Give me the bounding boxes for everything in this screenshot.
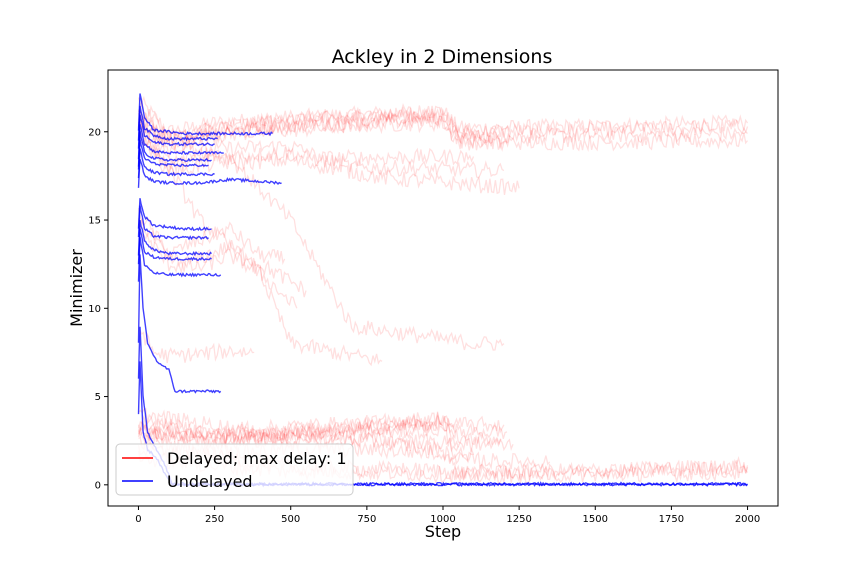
delayed-run-line-9 — [137, 207, 286, 266]
undelayed-run-line-0 — [137, 93, 273, 137]
legend-label-delayed: Delayed; max delay: 1 — [167, 449, 347, 468]
chart-title: Ackley in 2 Dimensions — [332, 46, 553, 68]
undelayed-run-line-10 — [137, 219, 212, 257]
undelayed-run-line-1 — [137, 105, 218, 142]
x-tick-label: 1750 — [659, 514, 684, 525]
y-tick-label: 10 — [88, 304, 101, 315]
delayed-run-line-6 — [138, 120, 475, 167]
undelayed-run-line-11 — [137, 228, 212, 265]
y-axis-label: Minimizer — [67, 249, 86, 327]
legend: Delayed; max delay: 1 Undelayed — [115, 443, 354, 496]
y-tick-label: 5 — [95, 392, 101, 403]
delayed-run-line-24 — [137, 411, 508, 446]
delayed-run-line-22 — [137, 418, 514, 452]
undelayed-run-line-12 — [137, 236, 222, 282]
delayed-run-line-7 — [137, 122, 505, 179]
undelayed-run-line-7 — [137, 158, 282, 188]
x-tick-label: 2000 — [735, 514, 760, 525]
delayed-run-line-3 — [137, 112, 749, 152]
delayed-run-line-14 — [138, 120, 505, 351]
delayed-run-line-2 — [137, 108, 748, 146]
undelayed-run-line-4 — [137, 130, 212, 167]
delayed-run-line-11 — [137, 223, 298, 309]
x-tick-label: 500 — [281, 514, 300, 525]
x-tick-label: 1250 — [506, 514, 531, 525]
x-tick-label: 1500 — [583, 514, 608, 525]
x-axis: 0 250 500 750 1000 1250 1500 1750 2000 — [135, 506, 760, 525]
undelayed-run-line-5 — [137, 139, 209, 170]
x-tick-label: 250 — [205, 514, 224, 525]
delayed-run-line-23 — [137, 411, 502, 446]
delayed-run-line-12 — [137, 327, 255, 364]
undelayed-run-line-3 — [137, 124, 224, 160]
delayed-run-line-4 — [137, 105, 511, 146]
delayed-run-line-10 — [137, 218, 307, 298]
delayed-run-line-8 — [138, 136, 520, 196]
undelayed-run-line-2 — [137, 114, 215, 149]
legend-label-undelayed: Undelayed — [167, 472, 253, 491]
delayed-run-line-16 — [137, 414, 459, 453]
delayed-run-line-20 — [137, 415, 505, 450]
undelayed-run-line-13 — [137, 254, 222, 394]
y-axis: 0 5 10 15 20 — [88, 127, 108, 491]
x-axis-label: Step — [425, 522, 461, 541]
delayed-series — [137, 95, 749, 484]
delayed-run-line-19 — [138, 407, 749, 483]
y-tick-label: 0 — [95, 480, 101, 491]
undelayed-run-line-6 — [137, 148, 215, 179]
y-tick-label: 15 — [88, 216, 101, 227]
legend-box — [115, 443, 354, 496]
plot-area — [137, 93, 749, 488]
delayed-run-line-0 — [137, 95, 749, 138]
x-tick-label: 1000 — [430, 514, 455, 525]
x-tick-label: 750 — [357, 514, 376, 525]
undelayed-run-line-9 — [137, 205, 209, 241]
delayed-run-line-1 — [138, 100, 749, 143]
y-tick-label: 20 — [88, 127, 101, 138]
delayed-run-line-13 — [137, 131, 383, 367]
x-tick-label: 0 — [135, 514, 141, 525]
undelayed-run-line-8 — [137, 198, 212, 232]
